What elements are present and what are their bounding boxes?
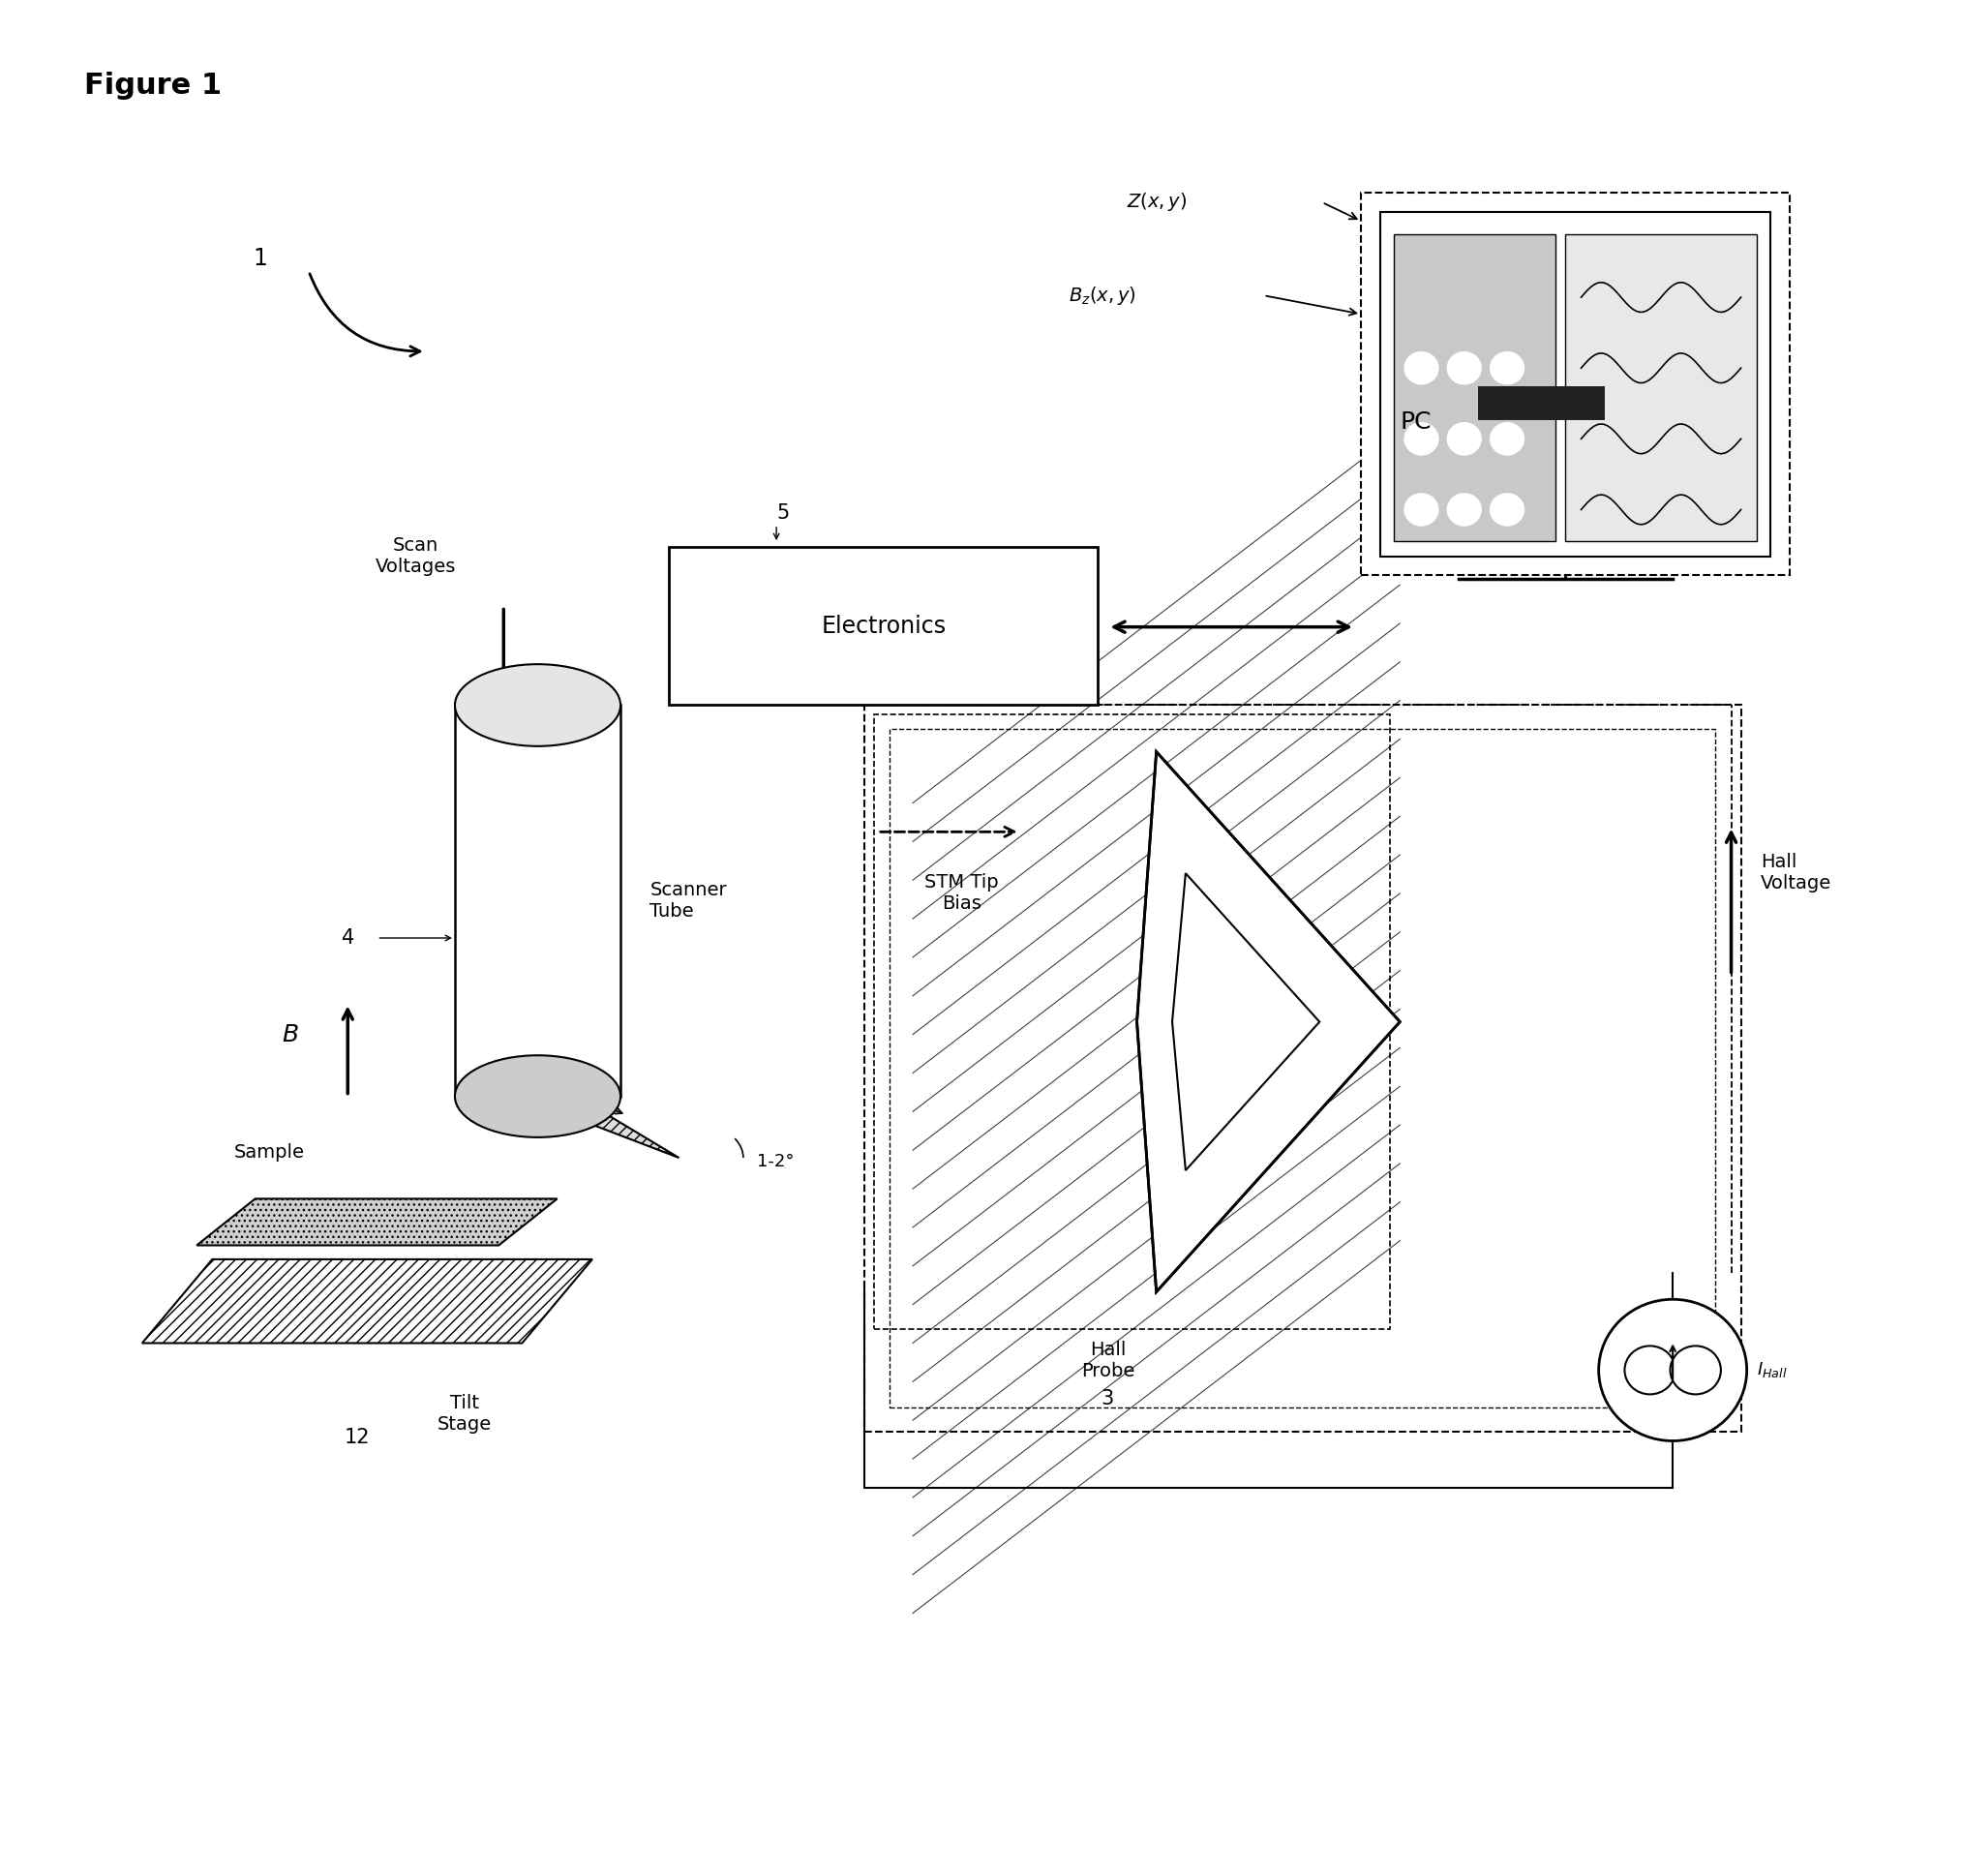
Bar xyxy=(455,705,620,1096)
Text: Scanner
Tube: Scanner Tube xyxy=(649,882,726,921)
Bar xyxy=(863,705,1740,1431)
Ellipse shape xyxy=(455,664,620,747)
Text: Hall
Probe: Hall Probe xyxy=(1081,1339,1134,1381)
Text: $Z(x,y)$: $Z(x,y)$ xyxy=(1126,191,1187,214)
Bar xyxy=(1477,386,1605,420)
Bar xyxy=(1362,193,1789,574)
Text: $B_z(x,y)$: $B_z(x,y)$ xyxy=(1069,285,1136,306)
Bar xyxy=(1395,234,1556,542)
Text: Electronics: Electronics xyxy=(820,615,946,638)
Circle shape xyxy=(1489,493,1524,527)
Circle shape xyxy=(1405,493,1438,527)
Circle shape xyxy=(1405,351,1438,385)
Text: 1-2°: 1-2° xyxy=(757,1152,795,1171)
Polygon shape xyxy=(1171,872,1320,1171)
Circle shape xyxy=(1446,351,1481,385)
Polygon shape xyxy=(518,1096,679,1157)
Circle shape xyxy=(1489,422,1524,456)
PathPatch shape xyxy=(1136,752,1401,1293)
Polygon shape xyxy=(196,1199,557,1246)
Text: Figure 1: Figure 1 xyxy=(84,71,222,99)
Polygon shape xyxy=(1136,752,1401,1293)
Bar xyxy=(889,730,1715,1407)
Circle shape xyxy=(1405,422,1438,456)
Text: STM Tip
Bias: STM Tip Bias xyxy=(924,872,999,912)
Ellipse shape xyxy=(455,1056,620,1137)
Circle shape xyxy=(1446,422,1481,456)
Text: 4: 4 xyxy=(341,929,353,947)
Circle shape xyxy=(1446,493,1481,527)
Polygon shape xyxy=(141,1259,593,1343)
Circle shape xyxy=(1489,351,1524,385)
Text: Scan
Voltages: Scan Voltages xyxy=(375,537,457,576)
Circle shape xyxy=(1599,1300,1746,1441)
Bar xyxy=(1381,212,1770,555)
Circle shape xyxy=(1670,1345,1721,1394)
Text: 12: 12 xyxy=(345,1428,371,1446)
Bar xyxy=(669,548,1099,705)
Bar xyxy=(1566,234,1756,542)
Text: 5: 5 xyxy=(777,503,789,523)
Text: Sample: Sample xyxy=(233,1142,306,1161)
Text: $I_{Hall}$: $I_{Hall}$ xyxy=(1756,1360,1787,1379)
Text: Tilt
Stage: Tilt Stage xyxy=(438,1394,492,1433)
Bar xyxy=(873,715,1391,1328)
Circle shape xyxy=(1625,1345,1676,1394)
Text: $B$: $B$ xyxy=(283,1022,298,1047)
Text: 3: 3 xyxy=(1101,1388,1114,1409)
Text: 1: 1 xyxy=(253,246,267,270)
Text: Hall
Voltage: Hall Voltage xyxy=(1760,854,1831,893)
Text: PC: PC xyxy=(1401,411,1432,433)
